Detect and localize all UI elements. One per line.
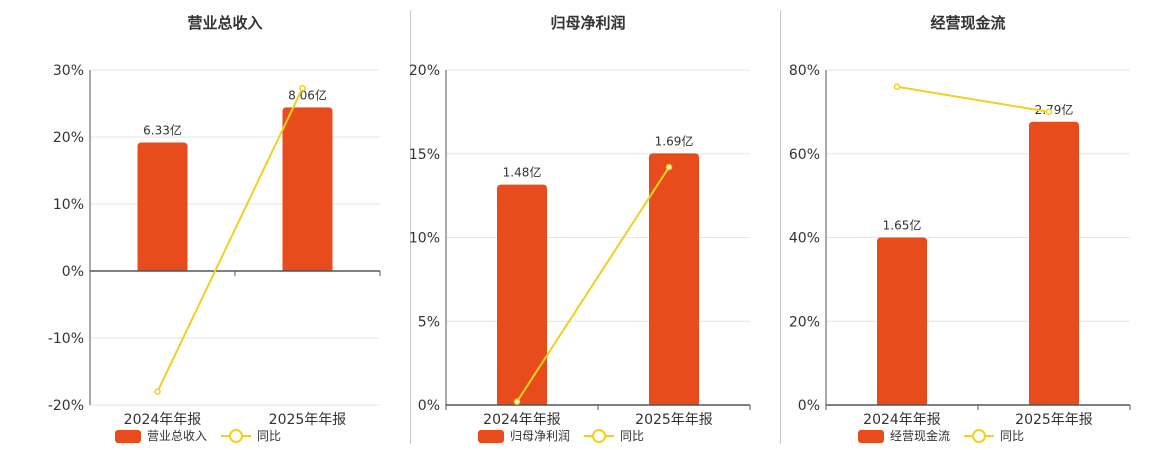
bar xyxy=(877,237,927,405)
bar xyxy=(282,107,333,271)
yoy-point xyxy=(513,398,521,405)
yoy-point xyxy=(1045,108,1053,116)
legend-label: 经营现金流 xyxy=(890,428,950,443)
x-tick-label: 2025年年报 xyxy=(635,412,713,428)
yoy-point xyxy=(299,84,306,92)
legend-line-marker xyxy=(972,429,986,443)
legend-label: 同比 xyxy=(257,429,281,443)
x-tick-label: 2025年年报 xyxy=(1015,412,1093,428)
y-tick-label: 30% xyxy=(53,63,84,79)
panel-separator xyxy=(410,10,411,444)
legend-label: 营业总收入 xyxy=(147,429,207,443)
y-tick-label: 15% xyxy=(409,147,440,163)
legend-bar-swatch xyxy=(478,430,504,443)
bar-value-label: 6.33亿 xyxy=(143,122,182,137)
x-tick-label: 2024年年报 xyxy=(124,412,202,428)
x-tick-label: 2024年年报 xyxy=(483,412,561,428)
net-profit-chart: 归母净利润 0% 5% 10% 15% 20% 1.48亿 1.69亿 2024年年报 2025年… xyxy=(409,14,751,443)
yoy-point xyxy=(154,388,161,395)
y-tick-label: -10% xyxy=(48,331,84,347)
yoy-line xyxy=(156,87,304,393)
y-tick-label: 10% xyxy=(409,231,440,247)
y-tick-label: 0% xyxy=(798,398,820,414)
y-tick-label: 20% xyxy=(409,63,440,79)
revenue-chart: 营业总收入 -20% -10% 0% 10% 20% 30% 6.33亿 8.06亿 2024年年… xyxy=(48,14,381,443)
y-tick-label: 0% xyxy=(62,264,84,280)
yoy-line xyxy=(896,85,1050,113)
legend-label: 归母净利润 xyxy=(510,429,570,443)
cash-flow-chart: 经营现金流 0% 20% 40% 60% 80% 1.65亿 2.79亿 2024年年报 2025… xyxy=(789,14,1131,443)
legend-line-marker xyxy=(229,429,243,443)
y-tick-label: 80% xyxy=(789,63,820,79)
bar-value-label: 1.69亿 xyxy=(655,133,694,148)
bar-value-label: 8.06亿 xyxy=(288,87,327,102)
y-tick-label: 40% xyxy=(789,231,820,247)
bar xyxy=(649,153,699,405)
y-tick-label: 0% xyxy=(418,398,440,414)
y-tick-label: 5% xyxy=(418,314,440,330)
yoy-point xyxy=(893,83,901,90)
panel-separator xyxy=(780,10,781,444)
bar-value-label: 1.48亿 xyxy=(503,165,542,180)
y-tick-label: 20% xyxy=(53,130,84,146)
legend-label: 同比 xyxy=(620,429,644,443)
y-tick-label: -20% xyxy=(48,398,84,414)
x-tick-label: 2024年年报 xyxy=(863,412,941,428)
chart-title: 经营现金流 xyxy=(930,14,1005,32)
y-tick-label: 20% xyxy=(789,314,820,330)
bar xyxy=(137,142,188,271)
legend-bar-swatch xyxy=(115,430,141,443)
y-tick-label: 60% xyxy=(789,147,820,163)
bar xyxy=(497,184,547,405)
chart-title: 归母净利润 xyxy=(550,14,625,32)
legend-line-marker xyxy=(592,429,606,443)
y-tick-label: 10% xyxy=(53,197,84,213)
chart-title: 营业总收入 xyxy=(187,14,262,32)
yoy-point xyxy=(665,163,673,171)
x-tick-label: 2025年年报 xyxy=(269,412,347,428)
legend-label: 同比 xyxy=(1000,429,1024,443)
legend-bar-swatch xyxy=(858,430,884,443)
bar-value-label: 2.79亿 xyxy=(1035,102,1074,117)
yoy-line xyxy=(516,166,670,403)
bar-value-label: 1.65亿 xyxy=(883,218,922,233)
bar xyxy=(1029,121,1079,405)
